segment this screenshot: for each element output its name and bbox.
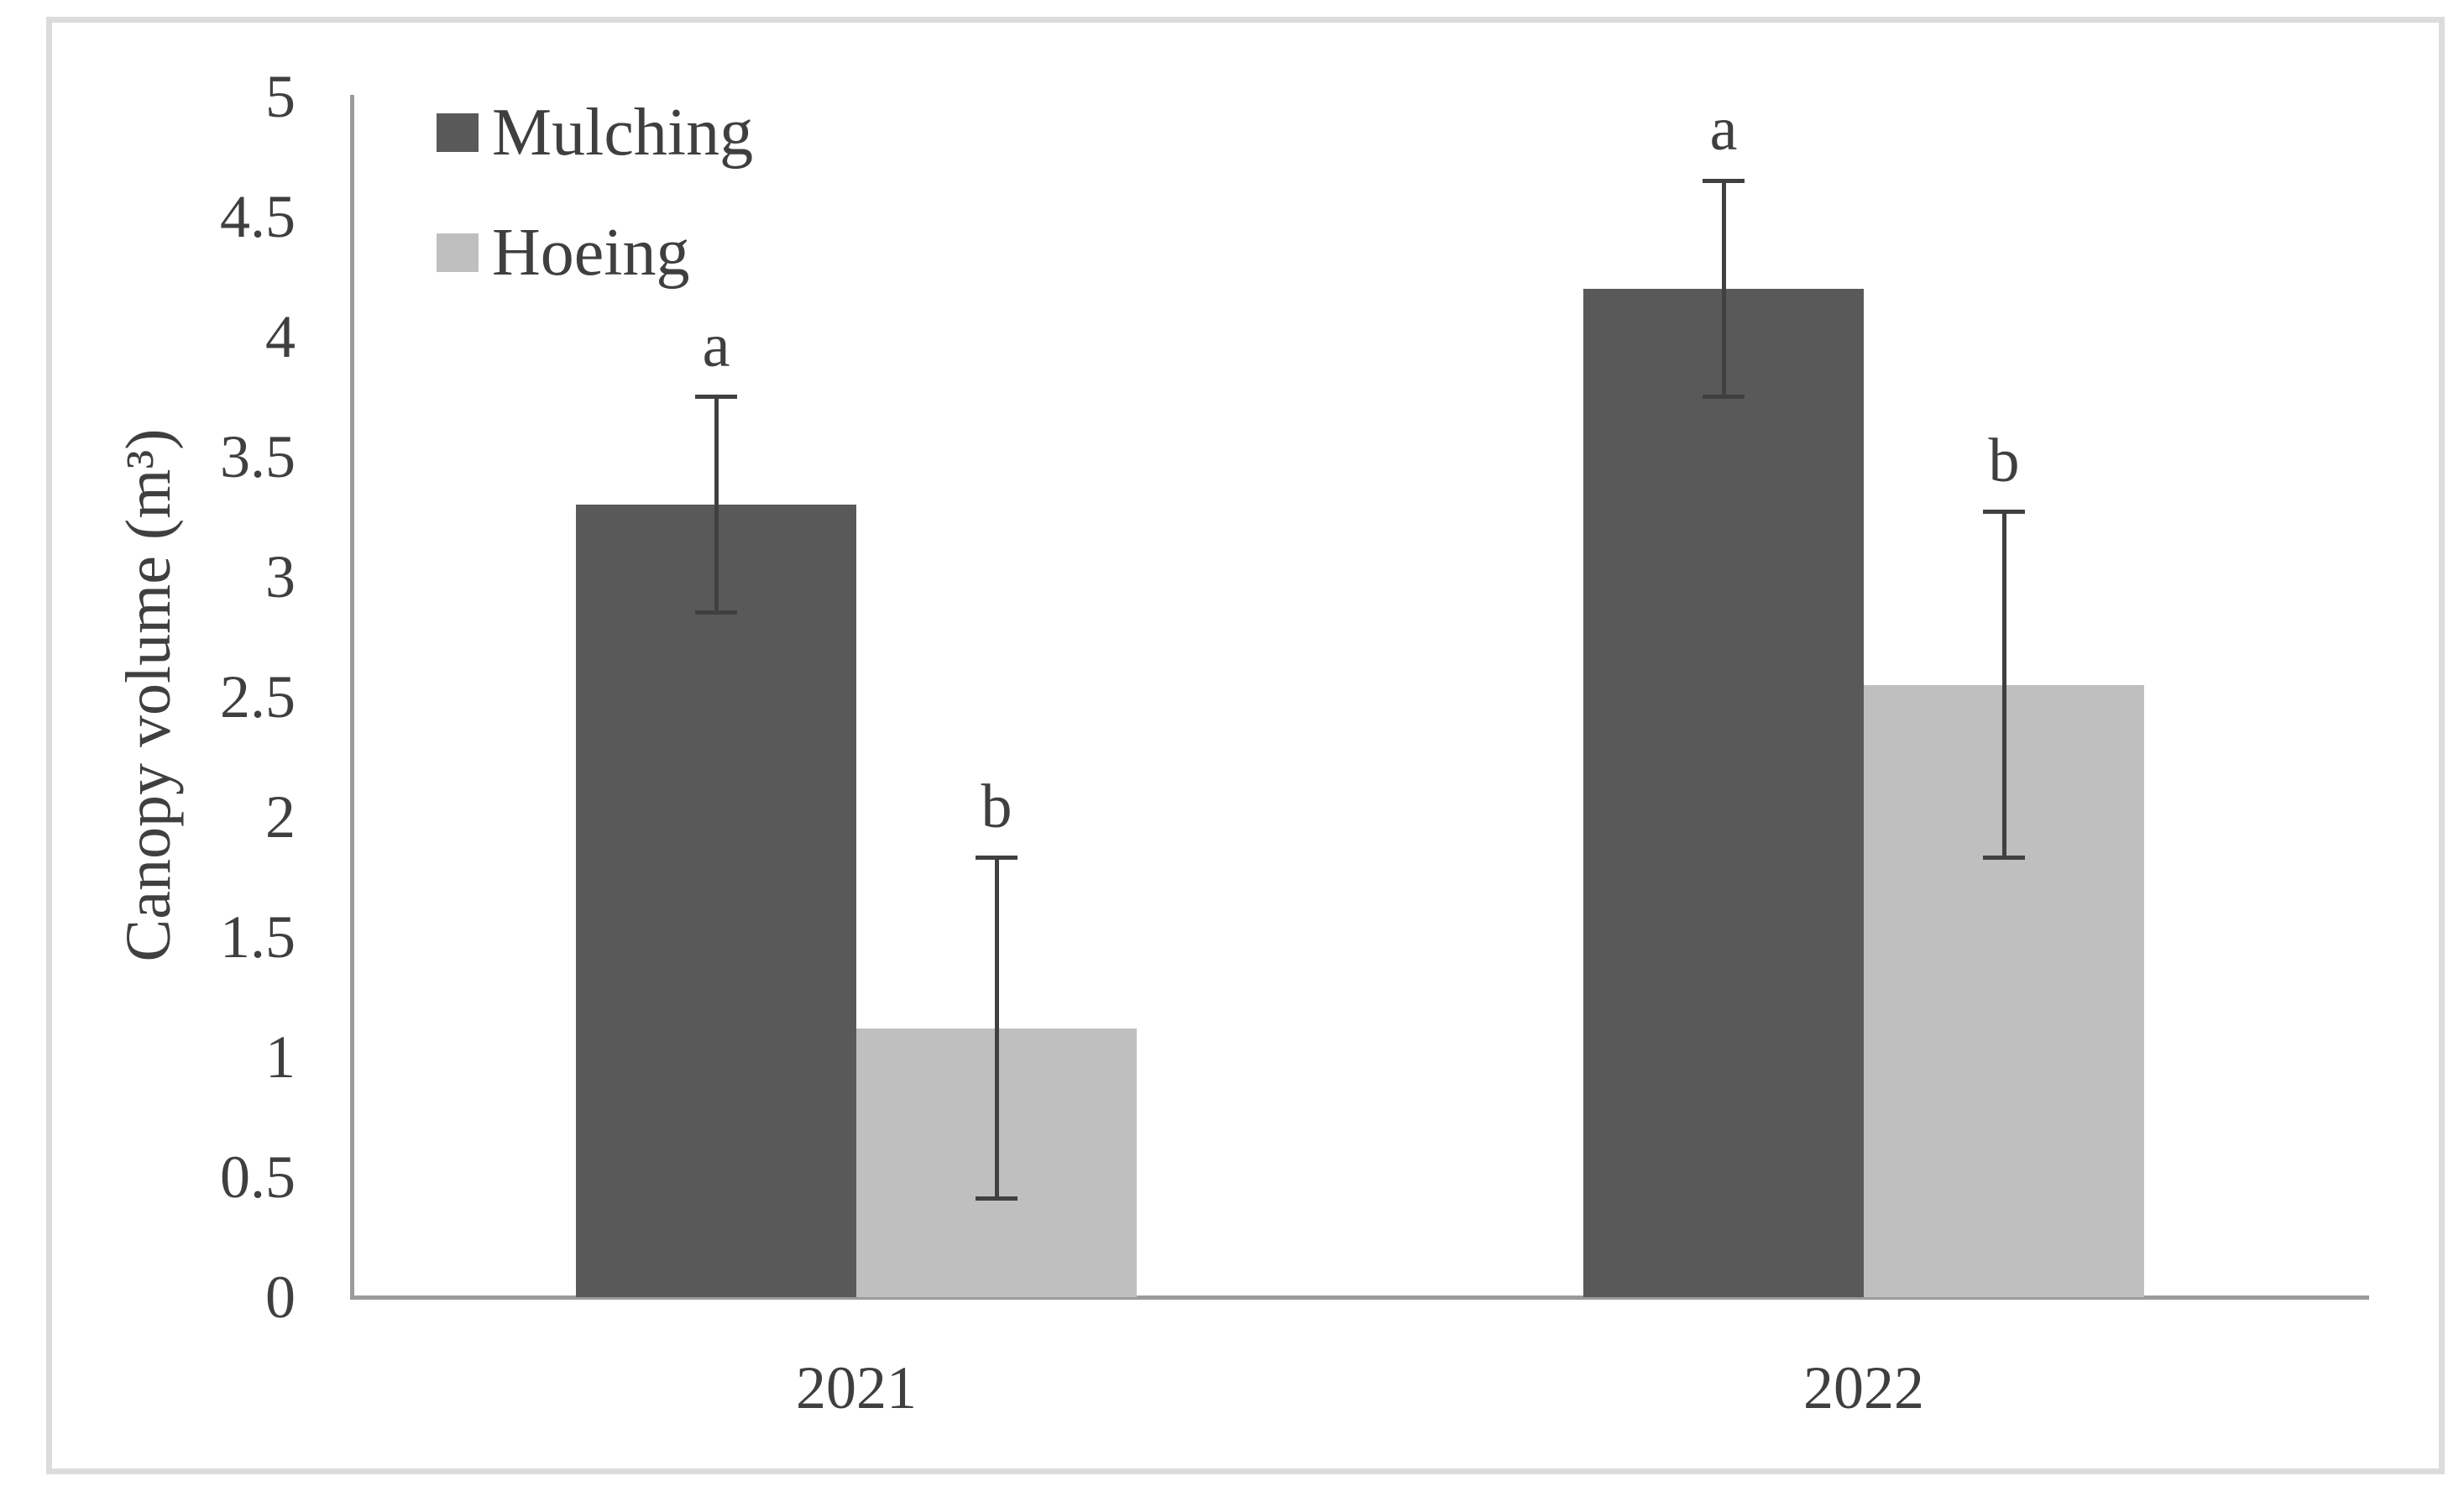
- error-cap-bottom-mulching-2021: [695, 610, 737, 615]
- error-cap-top-hoeing-2021: [976, 856, 1018, 861]
- legend-label-mulching: Mulching: [492, 96, 754, 170]
- x-axis-label-2022: 2022: [1803, 1354, 1924, 1421]
- error-cap-bottom-hoeing-2022: [1983, 856, 2025, 861]
- y-tick-label: 3.5: [220, 423, 296, 490]
- y-tick-label: 1.5: [220, 903, 296, 971]
- legend-swatch-mulching: [437, 113, 479, 152]
- bar-mulching-2022: [1583, 288, 1864, 1297]
- y-tick-label: 2: [265, 783, 296, 851]
- y-tick-label: 2.5: [220, 663, 296, 730]
- significance-letter-hoeing-2021: b: [981, 772, 1012, 841]
- legend-label-hoeing: Hoeing: [492, 216, 690, 290]
- significance-letter-hoeing-2022: b: [1988, 426, 2020, 495]
- y-tick-label: 3: [265, 543, 296, 610]
- figure-border: [46, 17, 2445, 1474]
- y-tick-label: 4.5: [220, 183, 296, 250]
- error-bar-mulching-2021: [714, 396, 719, 613]
- y-tick-label: 4: [265, 303, 296, 370]
- legend-item-mulching: Mulching: [437, 99, 753, 166]
- legend-swatch-hoeing: [437, 233, 479, 272]
- y-tick-label: 1: [265, 1023, 296, 1091]
- error-cap-top-hoeing-2022: [1983, 510, 2025, 515]
- bar-mulching-2021: [576, 505, 856, 1297]
- significance-letter-mulching-2021: a: [702, 311, 730, 380]
- y-tick-label: 0.5: [220, 1144, 296, 1211]
- y-axis-line: [350, 95, 354, 1300]
- significance-letter-mulching-2022: a: [1709, 95, 1738, 165]
- error-bar-hoeing-2022: [2001, 511, 2006, 858]
- error-cap-bottom-mulching-2022: [1703, 395, 1745, 399]
- error-cap-bottom-hoeing-2021: [976, 1196, 1018, 1201]
- y-tick-label: 0: [265, 1264, 296, 1331]
- legend-item-hoeing: Hoeing: [437, 219, 690, 286]
- x-axis-label-2021: 2021: [796, 1354, 917, 1421]
- error-bar-hoeing-2021: [994, 857, 999, 1199]
- error-bar-mulching-2022: [1721, 181, 1726, 397]
- error-cap-top-mulching-2021: [695, 395, 737, 399]
- error-cap-top-mulching-2022: [1703, 178, 1745, 183]
- x-axis-line: [350, 1295, 2369, 1300]
- y-tick-label: 5: [265, 63, 296, 130]
